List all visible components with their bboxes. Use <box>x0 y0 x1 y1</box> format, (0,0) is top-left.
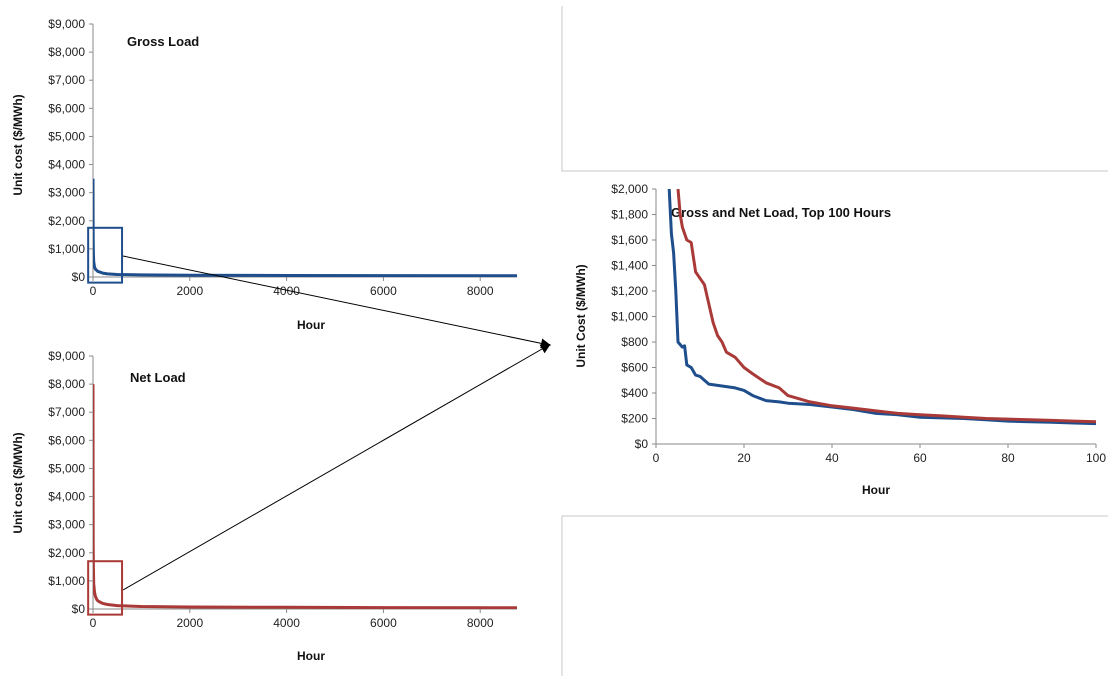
gross-ytick-label: $9,000 <box>48 17 85 31</box>
net-load-ylabel: Unit cost ($/MWh) <box>11 432 25 533</box>
net-load-title: Net Load <box>130 370 186 385</box>
top100-ytick-label: $2,000 <box>611 182 648 196</box>
net-ytick-label: $0 <box>72 602 86 616</box>
top100-xtick-label: 100 <box>1086 451 1106 465</box>
gross-series-line-0 <box>93 178 518 277</box>
top100-ytick-label: $600 <box>621 361 648 375</box>
upper-right-frame <box>561 6 1108 172</box>
gross-ytick-label: $1,000 <box>48 242 85 256</box>
gross-load-ylabel: Unit cost ($/MWh) <box>11 94 25 195</box>
top100-series-line-0 <box>667 189 1097 426</box>
gross-load-title: Gross Load <box>127 34 199 49</box>
top100-ytick-label: $1,800 <box>611 208 648 222</box>
gross-ytick-label: $3,000 <box>48 186 85 200</box>
gross-ytick-label: $2,000 <box>48 214 85 228</box>
gross-xtick-label: 2000 <box>176 284 203 298</box>
top100-ytick-label: $200 <box>621 412 648 426</box>
top100-xtick-label: 60 <box>913 451 927 465</box>
top100-xtick-label: 20 <box>737 451 751 465</box>
gross-load-series <box>87 178 518 284</box>
net-ytick-label: $7,000 <box>48 405 85 419</box>
gross-zoom-arrow <box>122 255 551 349</box>
net-zoom-arrow <box>122 344 551 591</box>
gross-ytick-label: $4,000 <box>48 158 85 172</box>
top100-ytick-label: $1,200 <box>611 284 648 298</box>
net-ytick-label: $5,000 <box>48 461 85 475</box>
top100-series <box>667 189 1097 426</box>
top100-ylabel: Unit Cost ($/MWh) <box>574 264 588 367</box>
net-ytick-label: $9,000 <box>48 349 85 363</box>
gross-ytick-label: $0 <box>72 270 86 284</box>
gross-xtick-label: 8000 <box>467 284 494 298</box>
net-series-line-0 <box>93 384 518 609</box>
top100-ytick-label: $0 <box>635 437 649 451</box>
net-ytick-label: $2,000 <box>48 546 85 560</box>
net-xtick-label: 6000 <box>370 616 397 630</box>
top100-xtick-label: 80 <box>1001 451 1015 465</box>
net-load-chart: Net Load Unit cost ($/MWh) Hour $0 $1,000… <box>11 349 518 663</box>
top100-xtick-label: 40 <box>825 451 839 465</box>
top100-ytick-label: $1,000 <box>611 310 648 324</box>
net-xtick-label: 8000 <box>467 616 494 630</box>
net-zoom-box <box>87 560 124 616</box>
net-ytick-label: $8,000 <box>48 377 85 391</box>
net-xtick-label: 0 <box>90 616 97 630</box>
net-load-series <box>87 384 518 616</box>
top100-ytick-label: $1,400 <box>611 259 648 273</box>
gross-load-xlabel: Hour <box>297 318 325 332</box>
gross-zoom-box <box>87 226 124 284</box>
top100-title: Gross and Net Load, Top 100 Hours <box>671 205 891 220</box>
top100-ytick-label: $800 <box>621 335 648 349</box>
top100-ytick-label: $400 <box>621 386 648 400</box>
gross-load-chart: Gross Load Unit cost ($/MWh) Hour $0 $1,0… <box>11 17 518 332</box>
gross-ytick-label: $6,000 <box>48 101 85 115</box>
gross-xtick-label: 0 <box>90 284 97 298</box>
gross-ytick-label: $8,000 <box>48 45 85 59</box>
gross-xtick-label: 6000 <box>370 284 397 298</box>
gross-xtick-label: 4000 <box>273 284 300 298</box>
net-load-axes: $0 $1,000 $2,000 $3,000 $4,000 $5,000 $6,000 $7… <box>48 349 517 630</box>
top100-series-line-1 <box>676 189 1097 424</box>
gross-ytick-label: $7,000 <box>48 73 85 87</box>
top100-axes: $0 $200 $400 $600 $800 $1,000 $1,200 $1,400 $1,6… <box>611 182 1106 465</box>
net-ytick-label: $6,000 <box>48 433 85 447</box>
net-ytick-label: $1,000 <box>48 574 85 588</box>
net-xtick-label: 2000 <box>176 616 203 630</box>
top100-ytick-label: $1,600 <box>611 233 648 247</box>
top100-chart: Gross and Net Load, Top 100 Hours Unit C… <box>574 182 1106 497</box>
net-xtick-label: 4000 <box>273 616 300 630</box>
lower-right-frame <box>561 515 1108 676</box>
net-ytick-label: $3,000 <box>48 518 85 532</box>
top100-xtick-label: 0 <box>653 451 660 465</box>
net-ytick-label: $4,000 <box>48 490 85 504</box>
gross-load-axes: $0 $1,000 $2,000 $3,000 $4,000 $5,000 $6,000 $7… <box>48 17 517 298</box>
gross-ytick-label: $5,000 <box>48 129 85 143</box>
net-load-xlabel: Hour <box>297 649 325 663</box>
top100-xlabel: Hour <box>862 483 890 497</box>
